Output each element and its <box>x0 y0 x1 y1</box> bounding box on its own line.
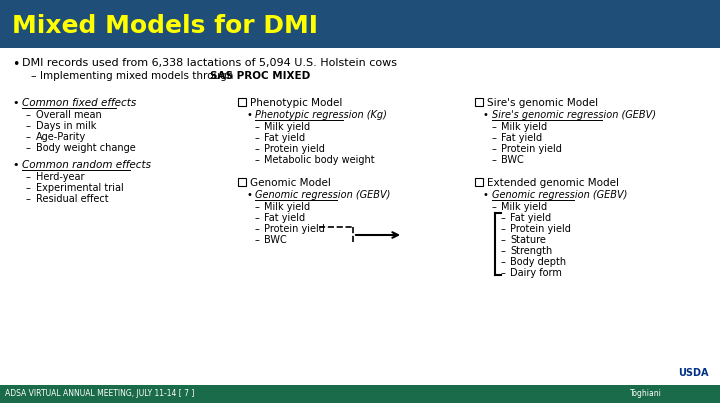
Text: –: – <box>255 202 260 212</box>
FancyBboxPatch shape <box>475 98 483 106</box>
Text: –: – <box>492 144 497 154</box>
Text: –: – <box>255 224 260 234</box>
Text: DMI records used from 6,338 lactations of 5,094 U.S. Holstein cows: DMI records used from 6,338 lactations o… <box>22 58 397 68</box>
Text: –: – <box>26 172 31 182</box>
Text: Sire's genomic Model: Sire's genomic Model <box>487 98 598 108</box>
Text: –: – <box>501 224 506 234</box>
Text: –: – <box>26 121 31 131</box>
Text: USDA: USDA <box>678 368 708 378</box>
Text: Residual effect: Residual effect <box>36 194 109 204</box>
FancyBboxPatch shape <box>238 178 246 186</box>
Text: –: – <box>501 257 506 267</box>
Text: •: • <box>246 110 252 120</box>
Text: Milk yield: Milk yield <box>264 202 310 212</box>
Text: Genomic regression (GEBV): Genomic regression (GEBV) <box>492 190 627 200</box>
Text: Implementing mixed models through: Implementing mixed models through <box>40 71 237 81</box>
Text: –: – <box>30 71 35 81</box>
Text: Experimental trial: Experimental trial <box>36 183 124 193</box>
Text: Genomic Model: Genomic Model <box>250 178 331 188</box>
Text: •: • <box>483 190 489 200</box>
Text: Metabolic body weight: Metabolic body weight <box>264 155 374 165</box>
Text: –: – <box>492 202 497 212</box>
Text: Extended genomic Model: Extended genomic Model <box>487 178 619 188</box>
Text: –: – <box>255 155 260 165</box>
Text: Common fixed effects: Common fixed effects <box>22 98 136 108</box>
Text: –: – <box>492 133 497 143</box>
Text: –: – <box>26 132 31 142</box>
Text: •: • <box>246 190 252 200</box>
Text: –: – <box>255 144 260 154</box>
Text: –: – <box>26 183 31 193</box>
Text: –: – <box>492 122 497 132</box>
Text: ADSA VIRTUAL ANNUAL MEETING, JULY 11-14 [ 7 ]: ADSA VIRTUAL ANNUAL MEETING, JULY 11-14 … <box>5 390 194 399</box>
Text: Body depth: Body depth <box>510 257 566 267</box>
Text: BWC: BWC <box>501 155 523 165</box>
Text: •: • <box>483 110 489 120</box>
Text: –: – <box>255 235 260 245</box>
FancyBboxPatch shape <box>238 98 246 106</box>
Text: Protein yield: Protein yield <box>501 144 562 154</box>
Text: Genomic regression (GEBV): Genomic regression (GEBV) <box>255 190 390 200</box>
Text: Milk yield: Milk yield <box>501 202 547 212</box>
Text: •: • <box>12 98 19 108</box>
Text: –: – <box>255 213 260 223</box>
Text: •: • <box>12 58 19 71</box>
Text: Body weight change: Body weight change <box>36 143 136 153</box>
Text: SAS PROC MIXED: SAS PROC MIXED <box>210 71 310 81</box>
Text: Overall mean: Overall mean <box>36 110 102 120</box>
Text: Phenotypic regression (Kg): Phenotypic regression (Kg) <box>255 110 387 120</box>
FancyBboxPatch shape <box>0 385 720 403</box>
Text: Stature: Stature <box>510 235 546 245</box>
Text: –: – <box>26 143 31 153</box>
Text: Fat yield: Fat yield <box>501 133 542 143</box>
Text: –: – <box>501 235 506 245</box>
Text: Milk yield: Milk yield <box>501 122 547 132</box>
Text: Dairy form: Dairy form <box>510 268 562 278</box>
Text: Mixed Models for DMI: Mixed Models for DMI <box>12 14 318 38</box>
Text: Fat yield: Fat yield <box>264 133 305 143</box>
Text: –: – <box>492 155 497 165</box>
Text: –: – <box>26 110 31 120</box>
Text: Protein yield: Protein yield <box>264 224 325 234</box>
Text: Protein yield: Protein yield <box>264 144 325 154</box>
Text: •: • <box>12 160 19 170</box>
Text: Protein yield: Protein yield <box>510 224 571 234</box>
Text: –: – <box>255 133 260 143</box>
Text: –: – <box>255 122 260 132</box>
Text: –: – <box>501 268 506 278</box>
FancyBboxPatch shape <box>0 0 720 48</box>
Text: Herd-year: Herd-year <box>36 172 84 182</box>
Text: Phenotypic Model: Phenotypic Model <box>250 98 343 108</box>
Text: BWC: BWC <box>264 235 287 245</box>
Text: Common random effects: Common random effects <box>22 160 151 170</box>
FancyBboxPatch shape <box>475 178 483 186</box>
Text: –: – <box>26 194 31 204</box>
Text: Strength: Strength <box>510 246 552 256</box>
Text: –: – <box>501 246 506 256</box>
Text: Days in milk: Days in milk <box>36 121 96 131</box>
Text: Age-Parity: Age-Parity <box>36 132 86 142</box>
Text: Fat yield: Fat yield <box>264 213 305 223</box>
Text: Sire's genomic regression (GEBV): Sire's genomic regression (GEBV) <box>492 110 656 120</box>
Text: –: – <box>501 213 506 223</box>
Text: Toghiani: Toghiani <box>630 390 662 399</box>
Text: Milk yield: Milk yield <box>264 122 310 132</box>
Text: Fat yield: Fat yield <box>510 213 551 223</box>
